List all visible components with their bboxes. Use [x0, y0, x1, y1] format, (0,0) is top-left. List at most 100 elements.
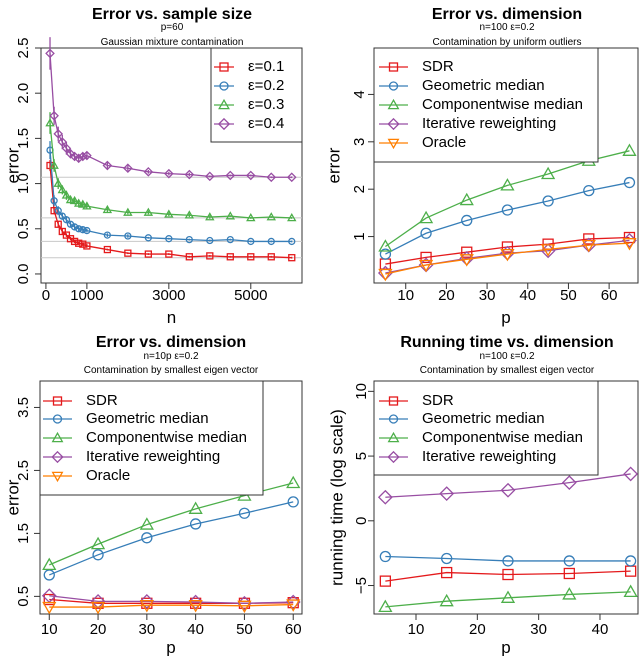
y-tick-label: 2.5 [15, 38, 32, 59]
x-tick-label: 0 [42, 287, 50, 304]
data-point [54, 220, 62, 228]
data-point [286, 599, 301, 612]
data-point [561, 475, 577, 491]
data-point [50, 197, 58, 205]
legend-item: Componentwise median [43, 429, 247, 446]
data-point [238, 507, 251, 519]
legend-label: ε=0.1 [248, 58, 284, 75]
y-tick-label: −5 [353, 577, 370, 594]
data-point [188, 600, 203, 613]
data-point [500, 178, 515, 191]
series-line [49, 595, 294, 604]
legend-item: ε=0.3 [214, 96, 284, 113]
data-point [164, 209, 174, 218]
legend-item: Componentwise median [379, 96, 583, 113]
plot-frame [40, 47, 303, 284]
data-point [90, 601, 106, 615]
legend-label: Oracle [422, 134, 466, 151]
data-point [185, 253, 193, 261]
x-tick-label: 10 [397, 287, 414, 304]
data-point [75, 225, 83, 233]
y-tick-label: 10 [353, 383, 370, 400]
series-line [49, 603, 294, 608]
data-point [286, 172, 297, 183]
data-point [502, 568, 514, 581]
series-2 [43, 496, 299, 581]
legend-marker [388, 81, 399, 91]
data-point [53, 178, 63, 187]
series-line [385, 555, 631, 562]
x-tick-label: 20 [90, 621, 107, 638]
y-tick-label: 0.5 [15, 586, 32, 607]
data-point [225, 211, 236, 220]
data-point [441, 552, 453, 565]
series-line [49, 501, 294, 576]
legend-label: Componentwise median [422, 429, 583, 446]
legend-item: SDR [379, 392, 454, 409]
x-tick-label: 10 [408, 621, 425, 638]
legend-marker [219, 81, 229, 91]
data-point [500, 482, 516, 498]
data-point [70, 237, 79, 246]
data-point [247, 237, 255, 246]
x-tick-label: 60 [285, 621, 302, 638]
legend-box [373, 380, 599, 476]
data-point [123, 163, 133, 174]
legend-marker [51, 471, 64, 483]
data-point [75, 239, 83, 247]
data-point [226, 235, 234, 244]
chart-title: Error vs. sample size [92, 6, 252, 23]
data-point [439, 486, 455, 502]
data-point [581, 239, 596, 253]
legend-box [39, 380, 264, 496]
series-2 [46, 141, 296, 246]
data-point [102, 160, 113, 171]
data-point [583, 184, 595, 197]
data-point [267, 253, 275, 261]
legend-item: Geometric median [379, 410, 545, 427]
data-point [266, 212, 276, 221]
series-1 [379, 565, 637, 587]
legend-marker [388, 396, 399, 406]
legend-marker [388, 414, 399, 424]
x-tick-label: 20 [469, 621, 486, 638]
data-point [501, 204, 514, 216]
data-point [164, 168, 174, 179]
chart-subtitle: Gaussian mixture contamination [101, 37, 244, 48]
legend-item: ε=0.1 [214, 58, 284, 75]
data-point [418, 259, 434, 273]
data-point [103, 245, 112, 254]
y-tick-label: 2 [351, 185, 368, 193]
x-axis-label: n [167, 308, 176, 327]
data-point [500, 590, 516, 603]
legend-marker [218, 98, 230, 110]
legend-label: Componentwise median [422, 96, 583, 113]
legend-label: Iterative reweighting [422, 115, 556, 132]
data-point [562, 587, 577, 600]
data-point [237, 600, 252, 614]
data-point [139, 517, 154, 530]
data-point [54, 207, 62, 215]
data-point [377, 489, 393, 505]
series-4 [45, 37, 297, 183]
x-tick-label: 60 [601, 287, 618, 304]
data-point [245, 170, 256, 181]
y-axis-label: running time (log scale) [327, 409, 346, 586]
data-point [139, 593, 155, 609]
y-tick-label: 0.0 [15, 264, 32, 285]
series-line [385, 181, 630, 255]
data-point [379, 248, 392, 260]
chart-subtitle: Contamination by smallest eigen vector [84, 365, 259, 376]
y-tick-label: 4 [351, 90, 368, 98]
data-point [266, 172, 277, 183]
data-point [188, 501, 203, 514]
y-axis-label: error [3, 479, 22, 515]
y-tick-label: 1.5 [15, 523, 32, 544]
data-point [42, 557, 57, 571]
x-tick-label: 3000 [152, 287, 185, 304]
data-point [79, 226, 87, 234]
legend: ε=0.1 ε=0.2 ε=0.3 ε=0.4 [210, 47, 303, 143]
legend-item: Geometric median [379, 77, 545, 94]
data-point [501, 241, 514, 253]
